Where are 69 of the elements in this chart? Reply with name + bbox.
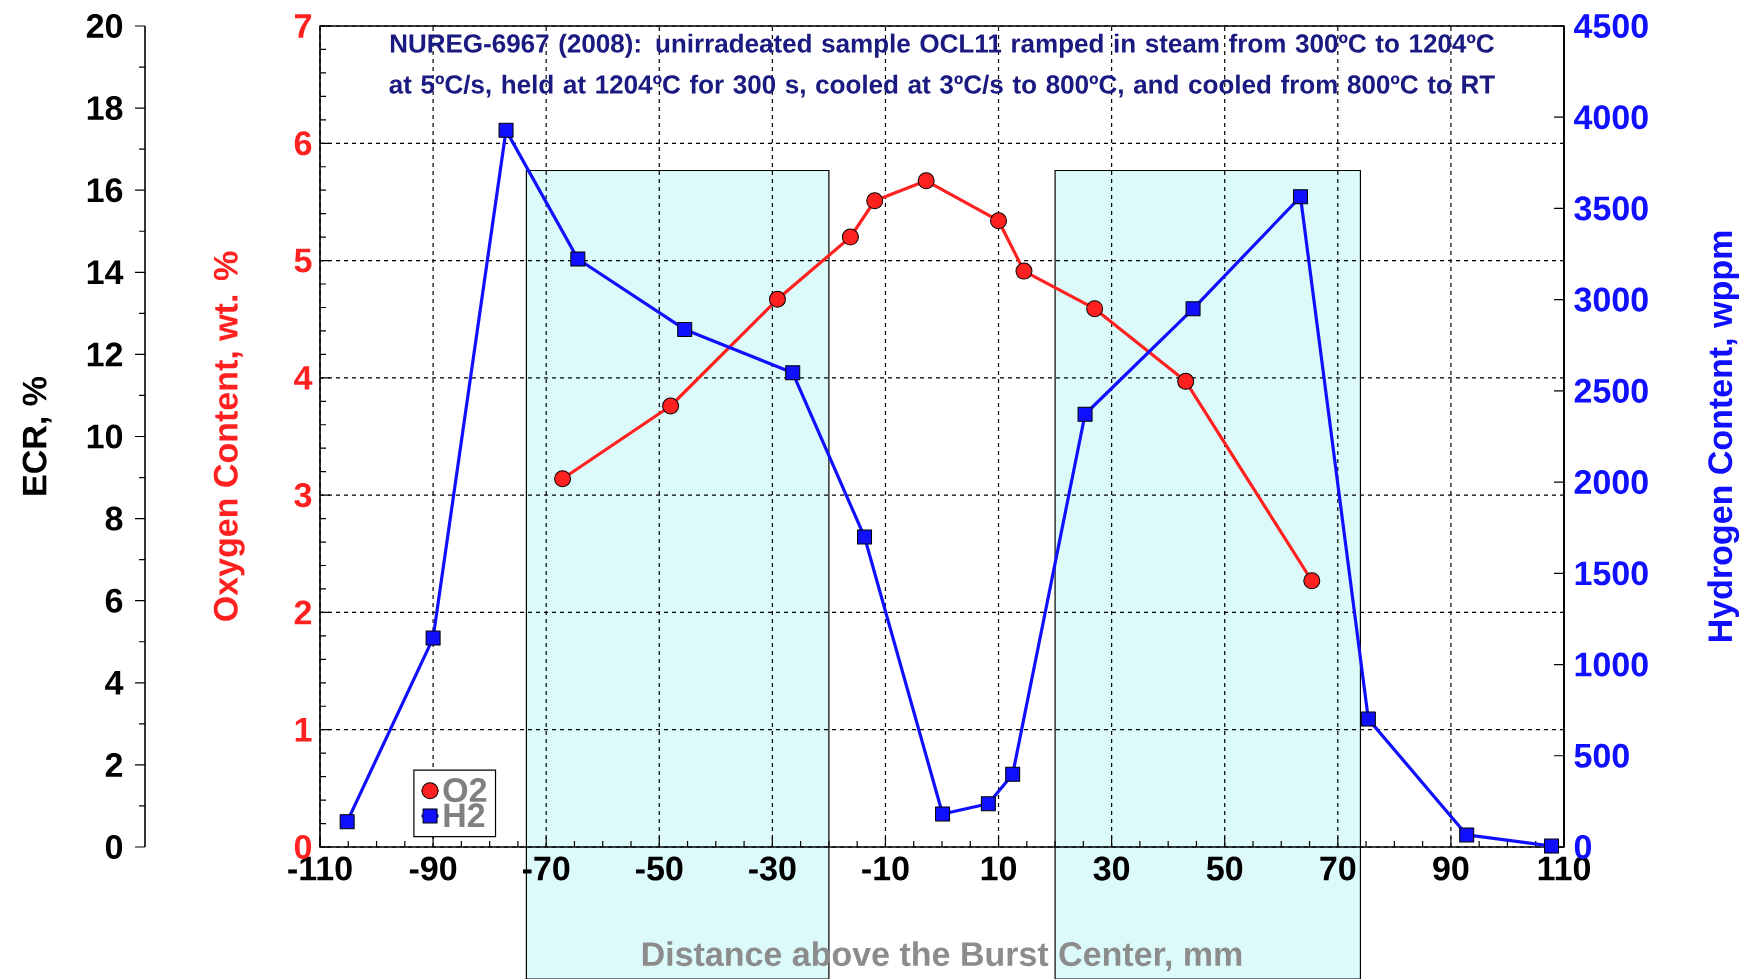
y-tick-label: 4 <box>294 366 313 390</box>
y-tick-label: 5 <box>294 248 312 273</box>
y2-tick-label: 4000 <box>1574 105 1648 130</box>
point <box>425 630 441 646</box>
point <box>498 122 514 138</box>
text: NUREG-6967 (2008): unirradeated sample OCL11 ramped in steam from 300ºC to 1204ºC at 5ºC/s, held at 1204ºC for 300 s, cooled at 3ºC/s to 800ºC, and cooled from 800ºC to RT <box>389 33 1495 98</box>
point <box>1185 301 1201 317</box>
legend-label: H2 <box>444 803 485 828</box>
point <box>841 228 859 246</box>
x-tick-label: -10 <box>862 856 909 881</box>
point <box>785 365 801 381</box>
x-tick-label: -50 <box>636 856 683 881</box>
y3-tick-label: 18 <box>87 96 123 121</box>
y2-tick-label: 1000 <box>1575 652 1648 677</box>
point <box>917 172 935 190</box>
y-tick-label: 1 <box>295 718 312 742</box>
point <box>857 529 873 545</box>
point <box>1015 262 1033 280</box>
point <box>1360 711 1376 727</box>
y2-tick-label: 4500 <box>1574 13 1648 39</box>
point <box>768 290 786 308</box>
point <box>570 251 586 267</box>
y-axis-title: Oxygen Content, wt. % <box>213 251 245 621</box>
point <box>1303 572 1321 590</box>
point <box>1177 372 1195 390</box>
y3-tick-label: 0 <box>105 834 123 860</box>
y2-tick-label: 500 <box>1574 743 1629 768</box>
y2-tick-label: 1500 <box>1575 561 1648 586</box>
point <box>1005 766 1021 782</box>
point <box>1292 189 1308 205</box>
y3-tick-label: 16 <box>87 178 123 203</box>
y3-tick-label: 2 <box>105 753 123 777</box>
x-tick-label: 90 <box>1433 856 1469 881</box>
point <box>980 796 996 812</box>
point <box>866 192 884 210</box>
point <box>662 397 680 415</box>
point <box>554 470 572 488</box>
x-tick-label: -90 <box>409 856 457 881</box>
y-tick-label: 3 <box>294 483 312 508</box>
y-tick-label: 6 <box>294 131 312 156</box>
y2-tick-label: 2000 <box>1574 470 1648 495</box>
y3-tick-label: 14 <box>87 260 124 284</box>
point <box>339 814 355 830</box>
y3-tick-label: 6 <box>105 588 123 613</box>
y-tick-label: 2 <box>294 600 312 625</box>
x-tick-label: 50 <box>1206 856 1243 881</box>
x-tick-label: 30 <box>1093 856 1130 881</box>
y3-axis-title: ECR, % <box>22 376 52 495</box>
point <box>1544 838 1560 854</box>
y3-tick-label: 20 <box>86 13 123 39</box>
point <box>1077 406 1093 422</box>
point <box>1086 300 1104 318</box>
x-tick-label: 70 <box>1320 856 1356 881</box>
point <box>1459 827 1475 843</box>
y3-tick-label: 4 <box>105 671 124 695</box>
y3-tick-label: 10 <box>87 424 123 449</box>
y-tick-label: 7 <box>295 14 311 38</box>
y3-tick-label: 8 <box>105 506 123 531</box>
x-tick-label: -30 <box>749 856 796 881</box>
point <box>935 806 951 822</box>
legend-label: O2 <box>443 778 487 803</box>
y2-axis-title: Hydrogen Content, wppm <box>1707 231 1740 642</box>
y3-tick-label: 12 <box>87 342 123 367</box>
x-tick-label: 10 <box>981 856 1017 881</box>
y2-tick-label: 3500 <box>1574 196 1648 221</box>
point <box>677 321 693 337</box>
y2-tick-label: 2500 <box>1574 378 1648 403</box>
y2-tick-label: 3000 <box>1574 287 1648 312</box>
point <box>990 212 1008 230</box>
